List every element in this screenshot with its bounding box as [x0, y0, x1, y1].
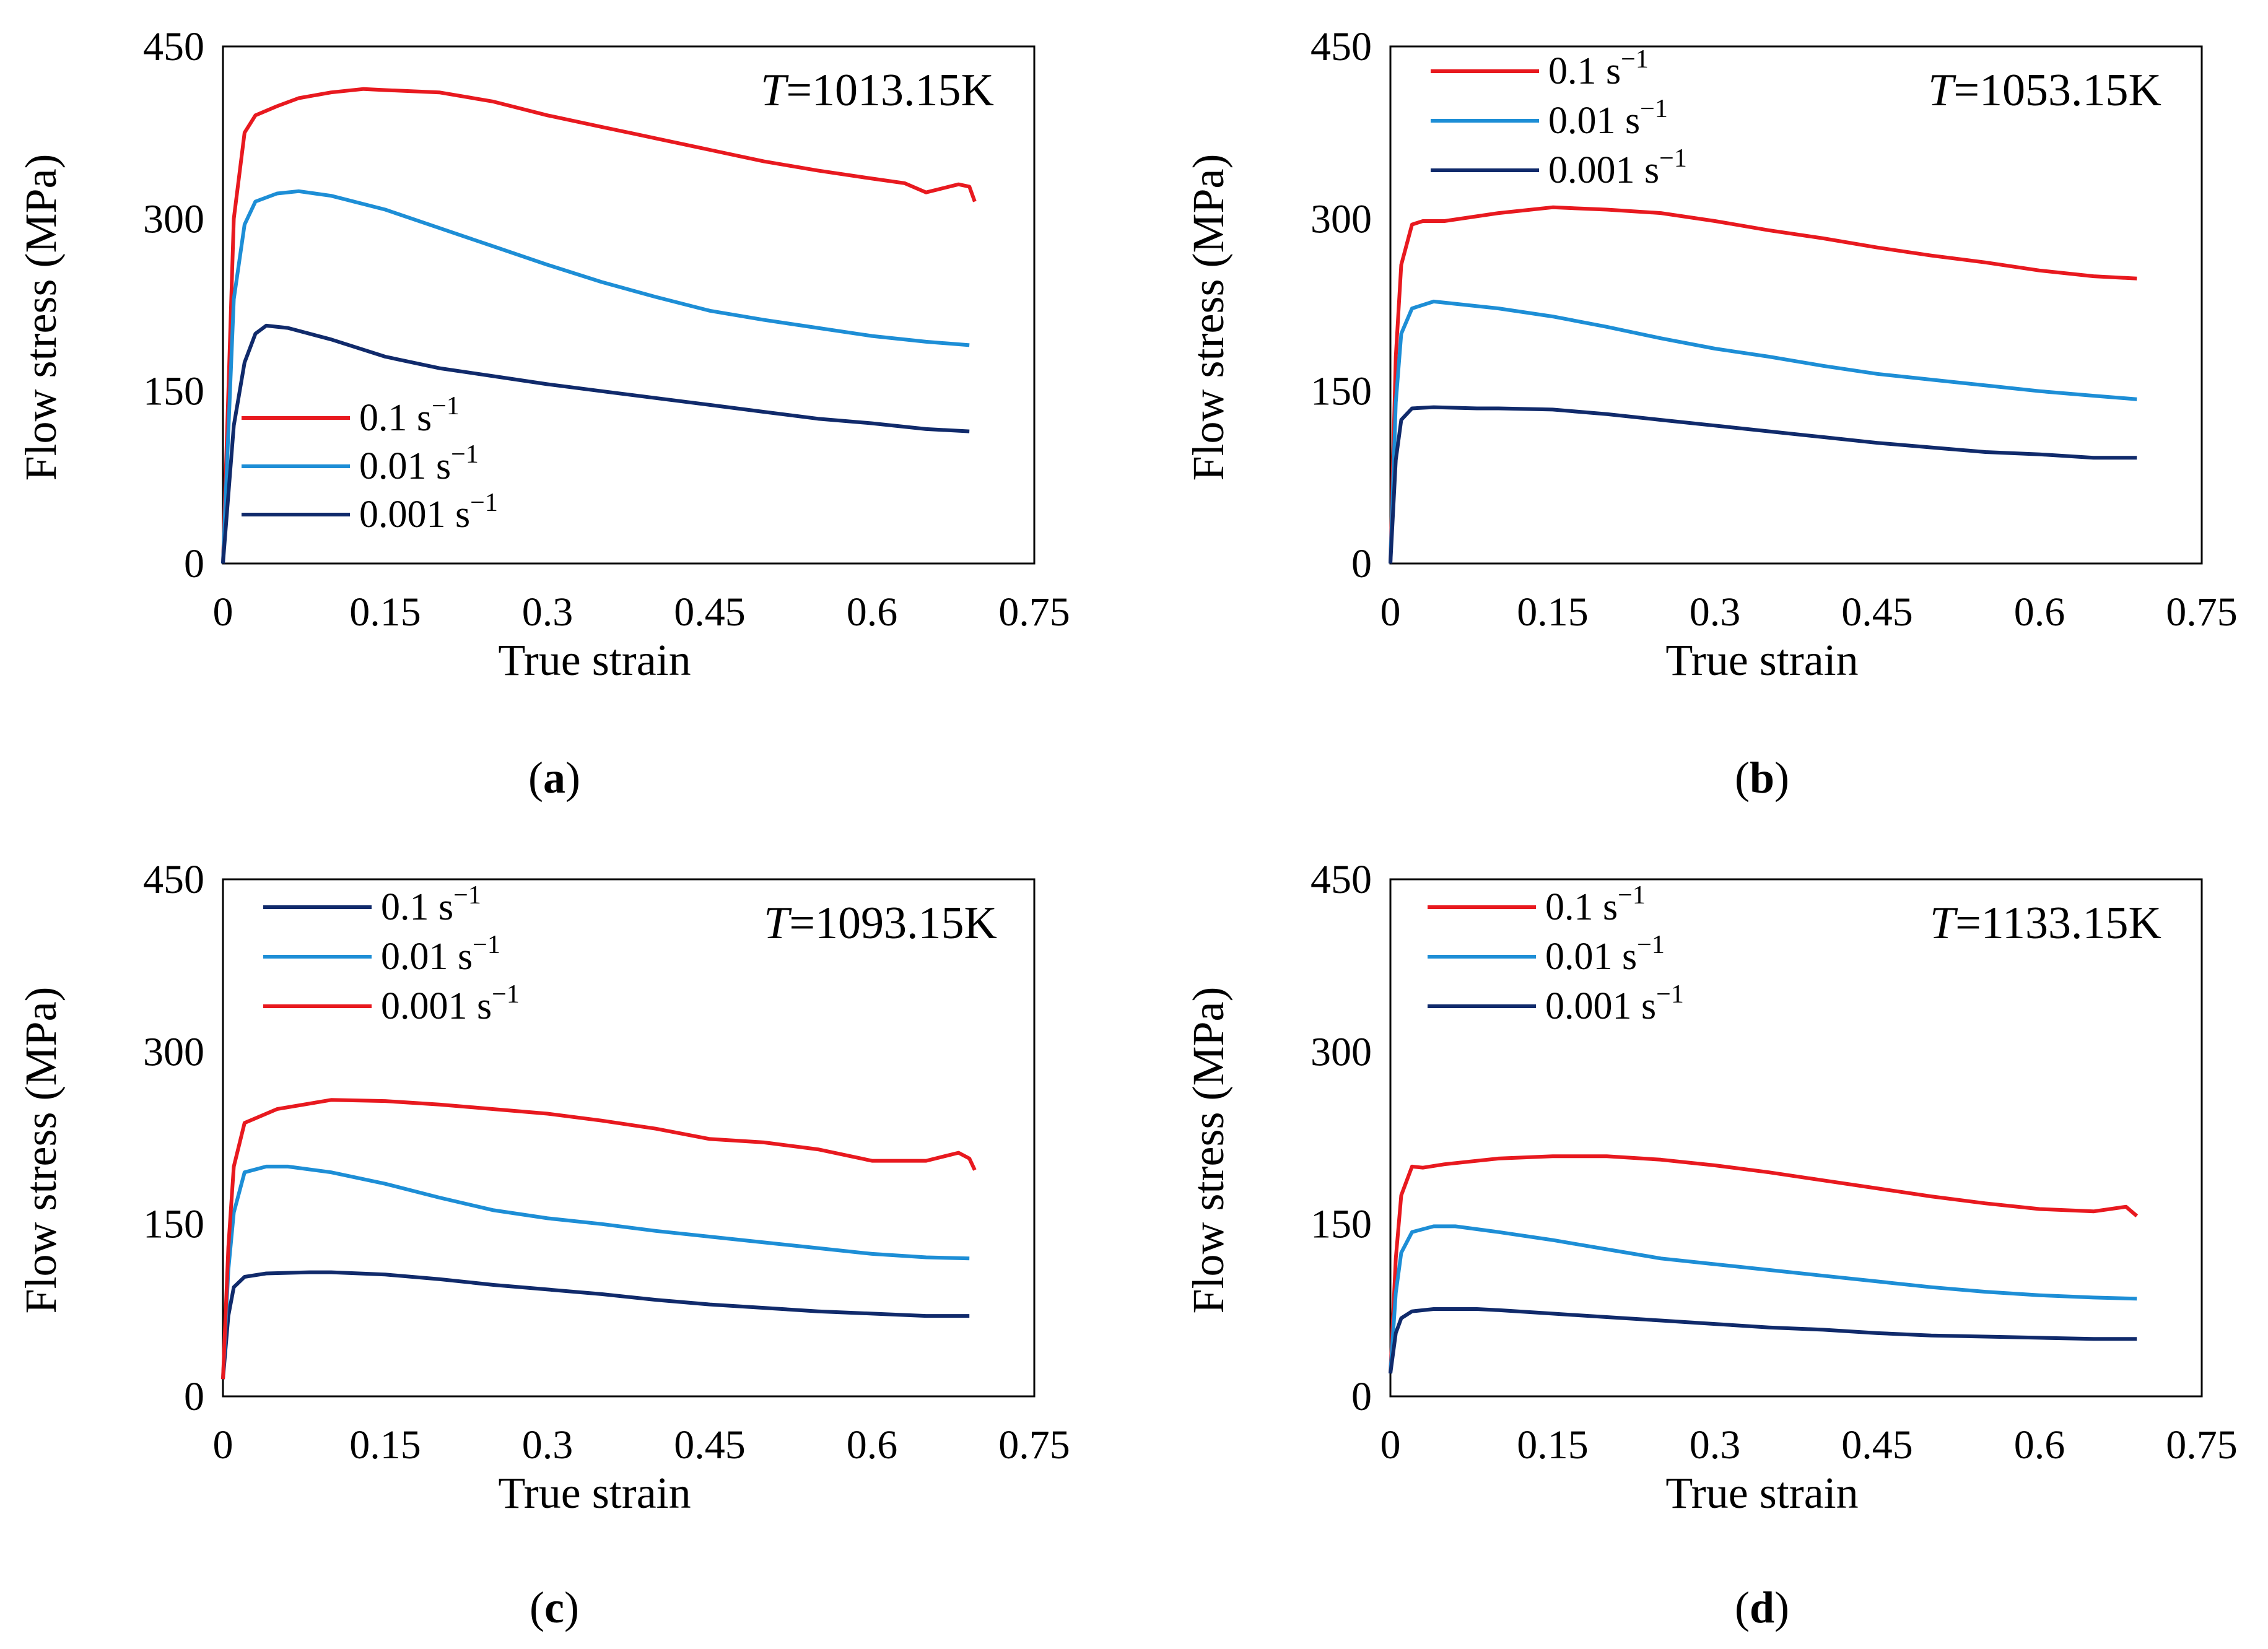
y-tick-label: 0	[1351, 541, 1372, 586]
legend-label: 0.1 s−1	[1548, 45, 1649, 92]
x-tick-label: 0.3	[522, 1422, 574, 1468]
series-line-3	[1389, 405, 2137, 564]
y-tick-label: 0	[184, 1374, 204, 1419]
x-tick-label: 0	[1380, 590, 1401, 635]
x-tick-label: 0.45	[1841, 1422, 1913, 1468]
x-tick-label: 0	[213, 590, 233, 635]
y-tick-label: 150	[143, 1202, 204, 1247]
plot-frame	[1389, 45, 2203, 565]
x-tick-label: 0	[1380, 1422, 1401, 1468]
x-tick-label: 0.75	[2166, 590, 2238, 635]
y-tick-label: 150	[143, 369, 204, 414]
legend-label: 0.001 s−1	[1545, 980, 1684, 1027]
x-tick-label: 0.45	[1841, 590, 1913, 635]
x-tick-label: 0.3	[1690, 1422, 1741, 1468]
y-tick-label: 450	[143, 24, 204, 69]
chart-panel-1: 0 150 300 450 0 0.15 0.3 0.45 0.6 0.75 True strain…	[16, 24, 1070, 803]
panel-label: (c)	[530, 1583, 579, 1632]
legend-label: 0.001 s−1	[381, 980, 520, 1027]
legend-label: 0.1 s−1	[381, 881, 481, 928]
x-tick-label: 0.3	[522, 590, 574, 635]
y-tick-label: 450	[1311, 857, 1372, 902]
legend-label: 0.001 s−1	[1548, 144, 1687, 191]
x-tick-label: 0.6	[2014, 590, 2065, 635]
x-tick-label: 0.15	[349, 590, 421, 635]
series-line-1	[221, 1270, 970, 1380]
x-tick-label: 0.3	[1690, 590, 1741, 635]
x-tick-label: 0.75	[998, 1422, 1070, 1468]
series-line-3	[221, 1098, 977, 1380]
x-tick-label: 0.45	[674, 1422, 746, 1468]
chart-panel-3: 0 150 300 450 0 0.15 0.3 0.45 0.6 0.75 True strain…	[16, 857, 1070, 1632]
x-tick-label: 0.15	[1517, 1422, 1589, 1468]
series-line-3	[221, 323, 970, 564]
x-axis-title: True strain	[498, 635, 691, 685]
x-axis-title: True strain	[1665, 635, 1858, 685]
series-line-2	[221, 1164, 970, 1380]
y-tick-label: 300	[1311, 1029, 1372, 1074]
series-line-3	[1389, 1307, 2137, 1374]
plot-frame	[222, 878, 1036, 1398]
x-tick-label: 0.15	[349, 1422, 421, 1468]
x-tick-label: 0	[213, 1422, 233, 1468]
legend-label: 0.01 s−1	[381, 931, 500, 978]
y-axis-title: Flow stress (MPa)	[16, 986, 66, 1313]
panel-label: (b)	[1735, 753, 1789, 803]
x-tick-label: 0.45	[674, 590, 746, 635]
temperature-label: T=1133.15K	[1930, 898, 2161, 949]
y-tick-label: 150	[1311, 369, 1372, 414]
x-axis-title: True strain	[1665, 1468, 1858, 1518]
y-tick-label: 450	[143, 857, 204, 902]
plot-frame	[222, 45, 1036, 565]
y-tick-label: 150	[1311, 1202, 1372, 1247]
panel-label: (d)	[1735, 1583, 1789, 1632]
legend-label: 0.1 s−1	[1545, 881, 1646, 928]
x-tick-label: 0.75	[998, 590, 1070, 635]
series-line-1	[221, 87, 977, 564]
series-line-1	[1389, 1154, 2139, 1374]
y-tick-label: 0	[184, 541, 204, 586]
y-tick-label: 300	[143, 196, 204, 241]
y-axis-title: Flow stress (MPa)	[16, 154, 66, 481]
temperature-label: T=1053.15K	[1928, 65, 2161, 116]
y-tick-label: 300	[1311, 196, 1372, 241]
legend-label: 0.1 s−1	[359, 392, 460, 439]
temperature-label: T=1093.15K	[764, 898, 997, 949]
chart-panel-4: 0 150 300 450 0 0.15 0.3 0.45 0.6 0.75 True strain…	[1184, 857, 2238, 1632]
x-tick-label: 0.15	[1517, 590, 1589, 635]
series-line-2	[221, 189, 970, 564]
panel-label: (a)	[528, 753, 580, 803]
x-tick-label: 0.6	[847, 1422, 898, 1468]
y-tick-label: 300	[143, 1029, 204, 1074]
y-tick-label: 450	[1311, 24, 1372, 69]
x-tick-label: 0.75	[2166, 1422, 2238, 1468]
y-tick-label: 0	[1351, 1374, 1372, 1419]
x-axis-title: True strain	[498, 1468, 691, 1518]
series-line-2	[1389, 299, 2137, 564]
x-tick-label: 0.6	[2014, 1422, 2065, 1468]
y-axis-title: Flow stress (MPa)	[1184, 154, 1233, 481]
legend-label: 0.01 s−1	[1545, 931, 1665, 978]
series-line-1	[1389, 205, 2137, 564]
x-tick-label: 0.6	[847, 590, 898, 635]
series-line-2	[1389, 1224, 2137, 1374]
legend-label: 0.001 s−1	[359, 489, 498, 536]
y-axis-title: Flow stress (MPa)	[1184, 986, 1233, 1313]
chart-panel-2: 0 150 300 450 0 0.15 0.3 0.45 0.6 0.75 True strain…	[1184, 24, 2238, 803]
legend-label: 0.01 s−1	[1548, 95, 1668, 142]
legend-label: 0.01 s−1	[359, 440, 479, 487]
plot-frame	[1389, 878, 2203, 1398]
temperature-label: T=1013.15K	[761, 65, 994, 116]
